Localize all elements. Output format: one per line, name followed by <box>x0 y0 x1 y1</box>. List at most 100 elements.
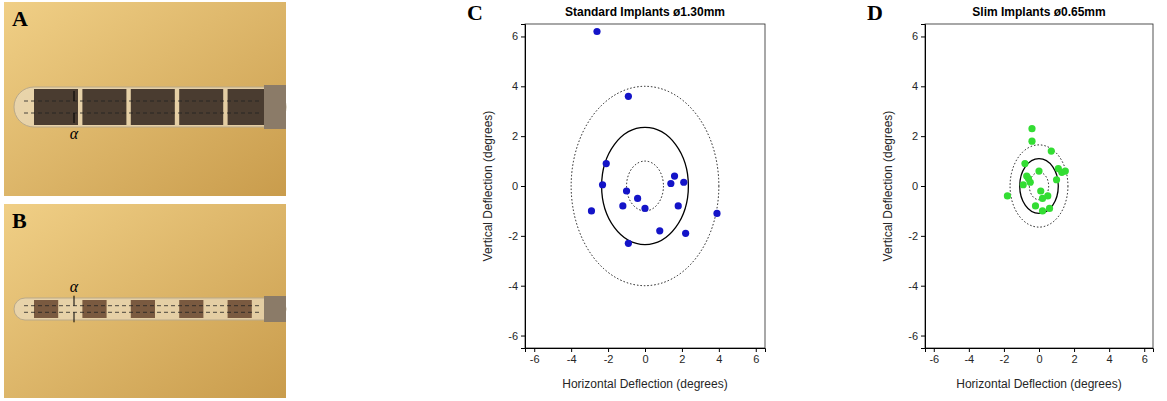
y-tick-label: 0 <box>512 180 518 192</box>
x-tick-mark <box>1109 348 1110 352</box>
data-point <box>1032 202 1039 209</box>
implant-connector <box>264 296 286 322</box>
plot-area <box>1004 125 1069 227</box>
y-tick-mark <box>521 336 525 337</box>
photo-background <box>4 2 286 196</box>
y-tick: 2 <box>912 130 925 142</box>
x-tick-label: 6 <box>753 353 759 365</box>
alpha-arrow <box>74 296 75 306</box>
x-tick-mark <box>756 348 757 352</box>
x-tick: 0 <box>1036 348 1042 365</box>
x-tick: 4 <box>1107 348 1113 365</box>
y-tick: 6 <box>912 30 925 42</box>
y-axis-title: Vertical Deflection (degrees) <box>881 111 895 262</box>
chart-panel: -6-4-20246-6-4-20246Slim Implants ø0.65m… <box>867 0 1154 391</box>
x-tick-label: 4 <box>716 353 722 365</box>
y-tick: -2 <box>908 230 925 242</box>
x-tick: 2 <box>1072 348 1078 365</box>
y-tick-label: -6 <box>508 330 518 342</box>
electrode-band <box>34 89 78 125</box>
data-point <box>680 179 687 186</box>
data-point <box>1053 176 1060 183</box>
data-point <box>623 187 630 194</box>
panel-letter: C <box>467 0 483 25</box>
y-tick-label: -4 <box>508 280 518 292</box>
alpha-arrow <box>74 312 75 322</box>
data-point <box>656 227 663 234</box>
electrode-band <box>131 300 155 318</box>
x-axis-title: Horizontal Deflection (degrees) <box>562 377 727 391</box>
x-tick-label: -2 <box>604 353 614 365</box>
y-tick-label: 4 <box>912 80 918 92</box>
data-point <box>1035 167 1042 174</box>
plot-frame <box>525 24 765 348</box>
y-tick: -6 <box>908 330 925 342</box>
x-tick-mark <box>969 348 970 352</box>
x-tick-label: -4 <box>964 353 974 365</box>
x-tick-mark <box>719 348 720 352</box>
x-tick-label: 2 <box>1072 353 1078 365</box>
x-tick-label: 0 <box>642 353 648 365</box>
data-point <box>1037 187 1044 194</box>
data-point <box>593 28 600 35</box>
axis-dashed-line <box>24 113 261 114</box>
y-tick-mark <box>521 186 525 187</box>
y-tick-label: -4 <box>908 280 918 292</box>
data-point <box>641 205 648 212</box>
figure: αAαB-6-4-20246-6-4-20246Standard Implant… <box>0 0 1167 401</box>
x-tick-label: 4 <box>1107 353 1113 365</box>
data-point <box>1028 138 1035 145</box>
reference-circle <box>571 86 719 285</box>
chart-title: Standard Implants ø1.30mm <box>565 5 725 19</box>
y-tick-mark <box>521 136 525 137</box>
y-tick-mark <box>921 336 925 337</box>
x-tick: -4 <box>964 348 974 365</box>
y-tick: 4 <box>912 80 925 92</box>
electrode-band <box>82 89 126 125</box>
y-tick: -2 <box>508 230 525 242</box>
y-tick-label: -2 <box>508 230 518 242</box>
y-axis-line <box>921 25 926 349</box>
y-axis-line <box>521 25 526 349</box>
y-tick-label: 2 <box>512 130 518 142</box>
x-tick-label: -4 <box>567 353 577 365</box>
data-point <box>1021 160 1028 167</box>
y-tick-mark <box>921 136 925 137</box>
data-point <box>713 210 720 217</box>
x-tick-label: 0 <box>1036 353 1042 365</box>
data-point <box>1046 205 1053 212</box>
panel-letter: A <box>12 6 28 31</box>
data-point <box>588 207 595 214</box>
alpha-label: α <box>70 125 79 142</box>
reference-circle <box>602 127 689 244</box>
data-point <box>671 172 678 179</box>
data-point <box>599 181 606 188</box>
x-tick-mark <box>1004 348 1005 352</box>
y-tick-label: 2 <box>912 130 918 142</box>
data-point <box>625 240 632 247</box>
x-tick: 6 <box>753 348 759 365</box>
y-tick: 0 <box>912 180 925 192</box>
x-tick-mark <box>1074 348 1075 352</box>
photo-background <box>4 204 286 398</box>
data-point <box>682 230 689 237</box>
chart-panel: -6-4-20246-6-4-20246Standard Implants ø1… <box>467 0 766 391</box>
y-tick-mark <box>921 186 925 187</box>
photo-panel: αB <box>4 204 286 398</box>
reference-circle <box>1020 159 1059 214</box>
electrode-band <box>131 89 175 125</box>
implant-tube <box>14 298 286 320</box>
scatter-series <box>1004 125 1069 214</box>
y-tick-label: 4 <box>512 80 518 92</box>
photo-panel: αA <box>4 2 286 196</box>
x-tick-label: -6 <box>530 353 540 365</box>
electrode-band <box>179 89 223 125</box>
x-axis: -6-4-20246 <box>526 348 766 365</box>
y-tick-mark <box>521 286 525 287</box>
data-point <box>1025 175 1032 182</box>
data-point <box>1039 207 1046 214</box>
electrode-band <box>34 300 58 318</box>
y-tick-mark <box>921 236 925 237</box>
y-tick-label: 6 <box>912 30 918 42</box>
implant-tube <box>14 87 286 127</box>
